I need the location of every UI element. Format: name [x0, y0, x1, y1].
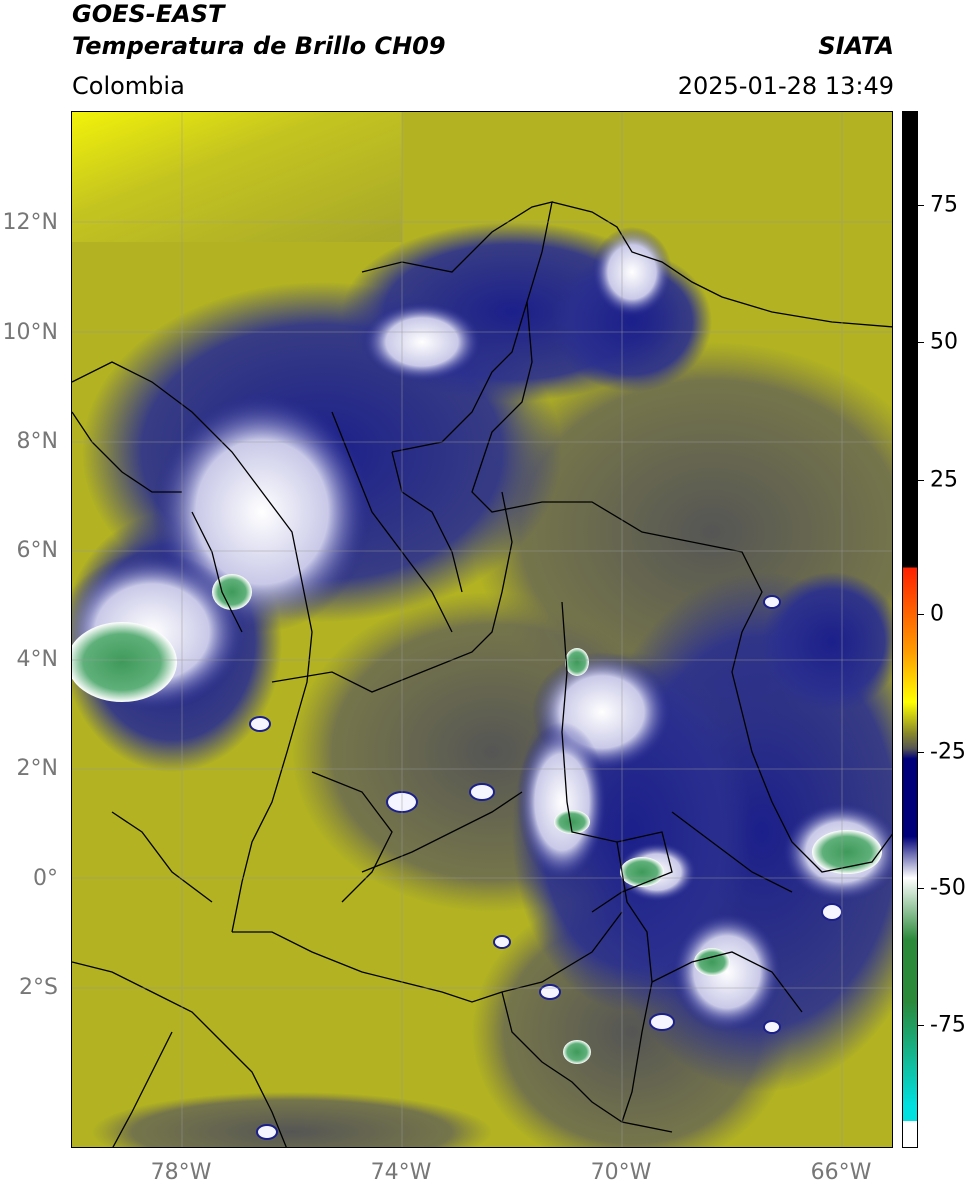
cold-core-vichada-north	[565, 648, 589, 676]
colorbar-tick	[918, 342, 924, 343]
graticule	[72, 112, 892, 1147]
lat-label-6n: 6°N	[16, 538, 58, 563]
warm-yellow-zone	[72, 112, 402, 242]
cold-core-south	[563, 1040, 591, 1064]
cold-top-north	[362, 302, 482, 382]
cold-core-choco	[212, 574, 252, 610]
lon-label-78w: 78°W	[150, 1160, 212, 1185]
colorbar	[902, 111, 918, 1148]
cold-core-pacific	[72, 622, 177, 702]
colorbar-label-25: 25	[930, 467, 958, 493]
cold-top-amazon	[672, 912, 782, 1032]
region-label: Colombia	[72, 72, 185, 100]
lat-label-2s: 2°S	[19, 975, 58, 1000]
cold-top-guajira	[592, 227, 672, 317]
colorbar-tick	[918, 1025, 924, 1026]
organization-label: SIATA	[818, 32, 894, 60]
colorbar-tick	[918, 888, 924, 889]
cold-core-amazon	[694, 948, 730, 976]
lon-label-66w: 66°W	[810, 1160, 872, 1185]
lat-label-8n: 8°N	[16, 429, 58, 454]
colorbar-label-minus25: -25	[930, 739, 966, 765]
colorbar-label-minus75: -75	[930, 1012, 966, 1038]
cold-top-vichada	[517, 722, 607, 882]
colorbar-tick	[918, 480, 924, 481]
colorbar-label-75: 75	[930, 192, 958, 218]
colorbar-tick	[918, 614, 924, 615]
lat-label-12n: 12°N	[2, 210, 58, 235]
colorbar-tick	[918, 205, 924, 206]
lat-label-2n: 2°N	[16, 756, 58, 781]
datetime-label: 2025-01-28 13:49	[677, 72, 894, 100]
title-satellite: GOES-EAST	[72, 0, 225, 28]
satellite-map	[71, 111, 893, 1148]
title-product: Temperatura de Brillo CH09	[72, 32, 446, 60]
satellite-map-canvas	[72, 112, 892, 1147]
lat-label-0: 0°	[33, 866, 58, 891]
lon-label-70w: 70°W	[590, 1160, 652, 1185]
gray-region-bottom	[92, 1092, 492, 1147]
colorbar-tick	[918, 752, 924, 753]
colorbar-label-minus50: -50	[930, 875, 966, 901]
lat-label-10n: 10°N	[2, 320, 58, 345]
cloud-cell-east	[762, 572, 892, 712]
cloud-band-northeast	[552, 252, 712, 392]
lat-label-4n: 4°N	[16, 647, 58, 672]
colorbar-label-0: 0	[930, 601, 944, 627]
cold-core-vichada	[554, 810, 590, 834]
colorbar-label-50: 50	[930, 329, 958, 355]
cold-core-guainia	[620, 857, 664, 887]
lon-label-74w: 74°W	[370, 1160, 432, 1185]
